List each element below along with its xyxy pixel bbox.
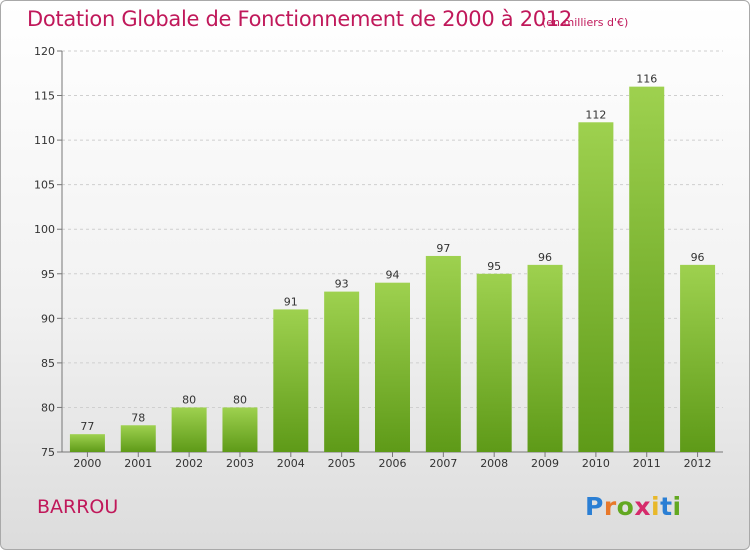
- commune-name: BARROU: [37, 496, 119, 518]
- y-tick-label: 75: [41, 446, 55, 459]
- y-tick-label: 115: [34, 90, 55, 103]
- bar: [273, 309, 309, 452]
- data-label: 93: [335, 278, 349, 291]
- x-tick-label: 2001: [124, 457, 152, 470]
- data-label: 77: [80, 420, 94, 433]
- y-tick-label: 95: [41, 268, 55, 281]
- y-tick-label: 105: [34, 179, 55, 192]
- x-tick-label: 2010: [582, 457, 610, 470]
- y-tick-label: 90: [41, 312, 55, 325]
- data-label: 112: [585, 108, 606, 121]
- data-label: 96: [691, 251, 705, 264]
- x-tick-label: 2003: [226, 457, 254, 470]
- bar: [120, 425, 156, 452]
- data-label: 116: [636, 73, 657, 86]
- bar: [324, 291, 360, 452]
- data-label: 94: [386, 269, 400, 282]
- x-tick-label: 2008: [480, 457, 508, 470]
- data-label: 78: [131, 411, 145, 424]
- bar: [476, 273, 512, 452]
- y-tick-label: 85: [41, 357, 55, 370]
- bar: [578, 122, 614, 453]
- x-tick-label: 2009: [531, 457, 559, 470]
- chart-title: Dotation Globale de Fonctionnement de 20…: [27, 7, 572, 31]
- x-tick-label: 2011: [633, 457, 661, 470]
- data-label: 80: [233, 393, 247, 406]
- bar: [527, 264, 563, 452]
- proxiti-logo: Proxiti: [585, 492, 682, 521]
- logo-letter: P: [585, 492, 604, 521]
- logo-letter: i: [651, 492, 661, 521]
- labels: 75 80 85 90 95 100 105 110 115 120 77 2000 78 2001 80 2…: [34, 45, 712, 470]
- bar: [680, 264, 716, 452]
- y-tick-label: 80: [41, 401, 55, 414]
- bar: [629, 86, 665, 453]
- data-label: 80: [182, 393, 196, 406]
- y-tick-label: 120: [34, 45, 55, 58]
- data-label: 91: [284, 295, 298, 308]
- bar: [425, 255, 461, 452]
- logo-letter: i: [672, 492, 682, 521]
- x-tick-label: 2000: [73, 457, 101, 470]
- y-tick-label: 100: [34, 223, 55, 236]
- bar: [69, 434, 105, 452]
- x-tick-label: 2007: [429, 457, 457, 470]
- bar: [171, 407, 207, 452]
- x-tick-label: 2006: [379, 457, 407, 470]
- logo-letter: t: [660, 492, 673, 521]
- bars: [69, 86, 716, 453]
- x-tick-label: 2012: [684, 457, 712, 470]
- logo-letter: o: [616, 492, 635, 521]
- logo-letter: x: [634, 492, 651, 521]
- data-label: 96: [538, 251, 552, 264]
- x-tick-label: 2005: [328, 457, 356, 470]
- data-label: 97: [436, 242, 450, 255]
- data-label: 95: [487, 260, 501, 273]
- x-tick-label: 2004: [277, 457, 305, 470]
- logo-letter: r: [603, 492, 617, 521]
- bar: [222, 407, 258, 452]
- bar: [375, 282, 410, 452]
- y-tick-label: 110: [34, 134, 55, 147]
- chart-subtitle: (en milliers d'€): [542, 16, 629, 29]
- x-tick-label: 2002: [175, 457, 203, 470]
